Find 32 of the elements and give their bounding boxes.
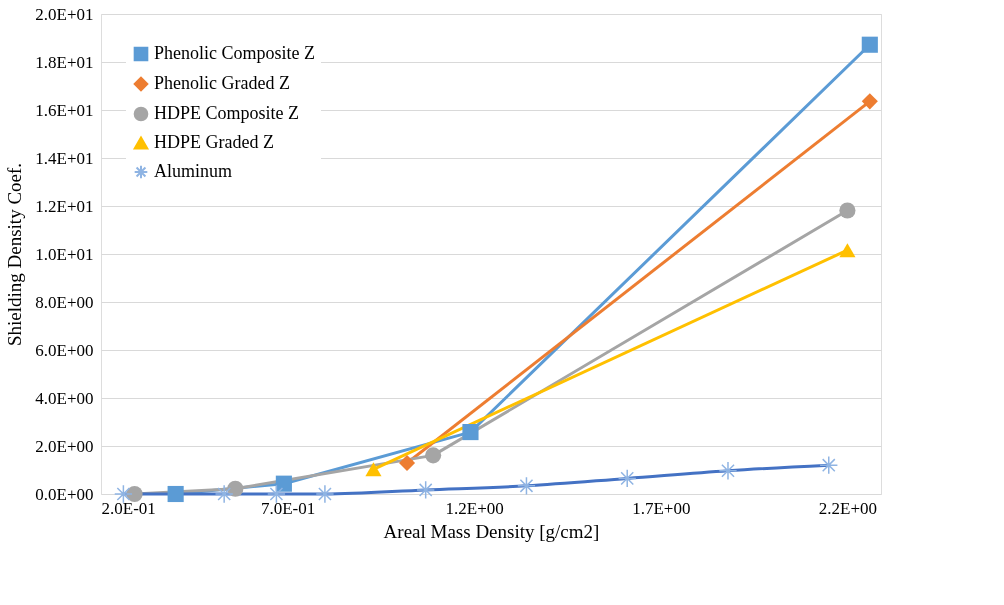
point [227, 480, 244, 497]
point [167, 485, 184, 503]
legend-label: HDPE Graded Z [154, 132, 274, 152]
legend-label: Phenolic Composite Z [154, 43, 315, 63]
point [861, 93, 878, 110]
y-tick-label: 8.0E+00 [35, 292, 94, 312]
legend-label: Phenolic Graded Z [154, 73, 290, 93]
point [462, 424, 479, 441]
point [425, 447, 442, 464]
y-tick-label: 1.2E+01 [35, 196, 94, 216]
x-tick-label: 2.0E-01 [101, 498, 156, 518]
point [839, 202, 856, 219]
y-tick-label: 0.0E+00 [35, 484, 94, 504]
y-tick-label: 2.0E+01 [35, 4, 94, 24]
y-tick-label: 2.0E+00 [35, 436, 94, 456]
y-tick-label: 1.6E+01 [35, 100, 94, 120]
legend-label: HDPE Composite Z [154, 103, 300, 123]
point [861, 36, 878, 53]
x-axis-title: Areal Mass Density [g/cm2] [383, 520, 600, 542]
y-tick-label: 6.0E+00 [35, 340, 94, 360]
point [275, 475, 292, 492]
y-tick-label: 1.0E+01 [35, 244, 94, 264]
point [398, 454, 416, 472]
x-tick-label: 1.7E+00 [632, 498, 691, 518]
x-tick-label: 2.2E+00 [818, 498, 878, 518]
y-tick-label: 1.4E+01 [35, 148, 94, 168]
y-tick-label: 4.0E+00 [35, 388, 94, 408]
y-axis-title: Shielding Density Coef. [4, 162, 26, 347]
legend-label: Aluminum [154, 161, 233, 181]
x-tick-label: 1.2E+00 [445, 498, 504, 518]
x-tick-label: 7.0E-01 [260, 498, 316, 518]
y-tick-label: 1.8E+01 [35, 52, 94, 72]
